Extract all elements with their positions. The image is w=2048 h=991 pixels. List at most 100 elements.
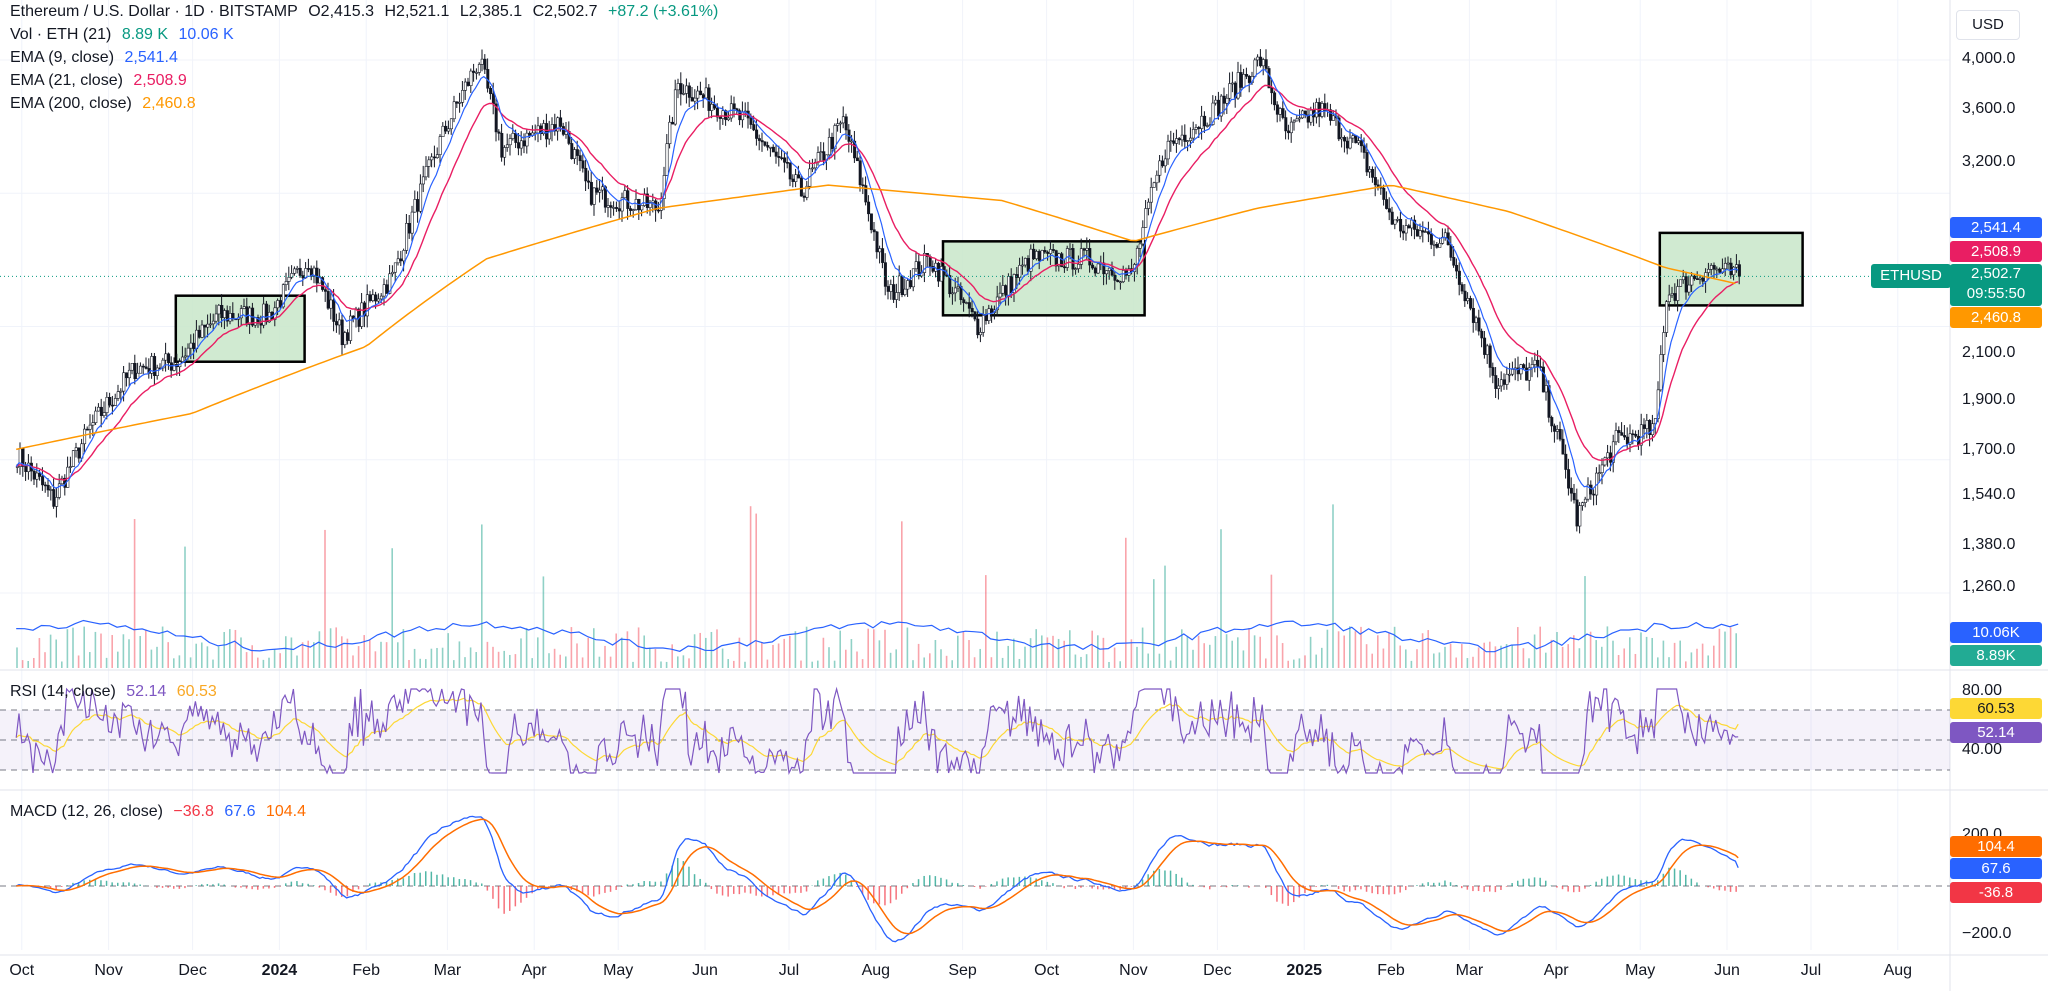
volume-bar: [1203, 643, 1205, 668]
volume-bar: [1057, 638, 1060, 668]
volume-bar: [559, 654, 561, 668]
volume-bar: [1522, 648, 1525, 668]
macd-hist-bar: [1270, 886, 1273, 896]
volume-bar: [828, 647, 830, 668]
volume-bar: [273, 648, 276, 668]
macd-hist-bar: [548, 886, 550, 887]
ema200-legend[interactable]: EMA (200, close) 2,460.8: [10, 92, 202, 115]
candle-body: [1575, 499, 1579, 527]
candle-body: [169, 362, 173, 371]
volume-bar: [307, 640, 309, 668]
macd-hist-bar: [1001, 878, 1004, 886]
volume-bar: [1001, 657, 1004, 668]
volume-bar: [1489, 641, 1491, 668]
candle-body: [57, 483, 61, 498]
candle-body: [1079, 248, 1083, 265]
macd-hist-bar: [436, 874, 438, 886]
candle-body: [1553, 425, 1557, 432]
macd-hist-bar: [397, 878, 399, 886]
volume-ma-value: 10.06 K: [178, 26, 234, 43]
candle-body: [1399, 218, 1403, 232]
volume-bar: [117, 651, 119, 668]
candle-body: [1387, 208, 1391, 213]
candle-body: [290, 273, 294, 278]
candle-body: [1194, 127, 1198, 130]
volume-bar: [615, 633, 617, 668]
candle-body: [1289, 121, 1293, 134]
volume-bar: [105, 657, 108, 668]
time-tick: Dec: [1203, 962, 1232, 979]
volume-bar: [341, 636, 343, 668]
ema21-legend[interactable]: EMA (21, close) 2,508.9: [10, 69, 193, 92]
volume-bar: [1259, 636, 1261, 668]
macd-legend[interactable]: MACD (12, 26, close) −36.8 67.6 104.4: [10, 800, 312, 823]
volume-value: 8.89 K: [121, 26, 169, 43]
candle-body: [1583, 498, 1587, 503]
candle-body: [49, 489, 53, 491]
volume-bar: [811, 661, 813, 668]
candle-body: [189, 342, 193, 349]
symbol-title[interactable]: Ethereum / U.S. Dollar · 1D · BITSTAMP: [10, 3, 298, 20]
candle-body: [682, 93, 686, 95]
volume-bar: [1421, 633, 1424, 668]
volume-bar: [1701, 643, 1704, 668]
macd-line-value: 67.6: [224, 803, 256, 820]
macd-hist-bar: [223, 884, 225, 886]
macd-hist-bar: [626, 884, 629, 886]
candle-body: [1127, 268, 1131, 276]
price-tick: 1,900.0: [1962, 391, 2016, 408]
macd-hist-bar: [856, 886, 858, 887]
candle-body: [1415, 229, 1419, 237]
candle-body: [774, 151, 778, 157]
candle-body: [1485, 345, 1489, 355]
volume-bar: [357, 646, 360, 668]
candle-body: [139, 365, 143, 374]
macd-hist-bar: [744, 886, 746, 893]
candle-body: [281, 284, 285, 308]
candle-body: [1488, 345, 1492, 368]
volume-bar: [234, 629, 237, 668]
macd-hist-bar: [245, 886, 248, 889]
macd-hist-bar: [576, 886, 578, 892]
macd-hist-bar: [1477, 886, 1480, 892]
volume-bar: [1713, 645, 1715, 668]
rsi-badge: 52.14: [1950, 722, 2042, 743]
candle-body: [1323, 103, 1327, 111]
candle-body: [1620, 432, 1624, 436]
volume-bar: [1561, 646, 1564, 668]
macd-hist-bar: [1724, 886, 1726, 891]
volume-bar: [945, 655, 948, 668]
candle-body: [1401, 230, 1405, 234]
candle-body: [27, 462, 31, 472]
candle-body: [858, 160, 862, 186]
volume-bar: [503, 650, 505, 668]
rsi-legend[interactable]: RSI (14, close) 52.14 60.53: [10, 680, 223, 703]
candle-body: [592, 187, 596, 205]
macd-hist-bar: [329, 886, 332, 893]
time-tick: Feb: [352, 962, 380, 979]
candle-body: [699, 90, 703, 95]
candle-body: [643, 193, 647, 206]
macd-hist-bar: [884, 886, 886, 906]
candle-body: [948, 275, 952, 295]
candle-body: [105, 396, 109, 413]
candle-body: [1197, 127, 1201, 129]
volume-bar: [268, 657, 270, 668]
time-tick: Aug: [1883, 962, 1913, 979]
macd-hist-bar: [1500, 886, 1502, 890]
volume-bar: [553, 648, 556, 668]
macd-signal-badge: 104.4: [1950, 836, 2042, 857]
macd-hist-bar: [839, 872, 841, 886]
macd-hist-bar: [1528, 878, 1530, 886]
candle-body: [1261, 59, 1265, 67]
volume-bar: [609, 656, 612, 668]
candle-body: [1483, 337, 1487, 355]
volume-bar: [1433, 653, 1435, 668]
volume-bar: [1315, 654, 1317, 668]
ema9-value: 2,541.4: [124, 49, 178, 66]
currency-button[interactable]: USD: [1956, 10, 2020, 40]
volume-legend[interactable]: Vol · ETH (21) 8.89 K 10.06 K: [10, 23, 240, 46]
volume-bar: [895, 649, 897, 668]
ema9-legend[interactable]: EMA (9, close) 2,541.4: [10, 46, 184, 69]
